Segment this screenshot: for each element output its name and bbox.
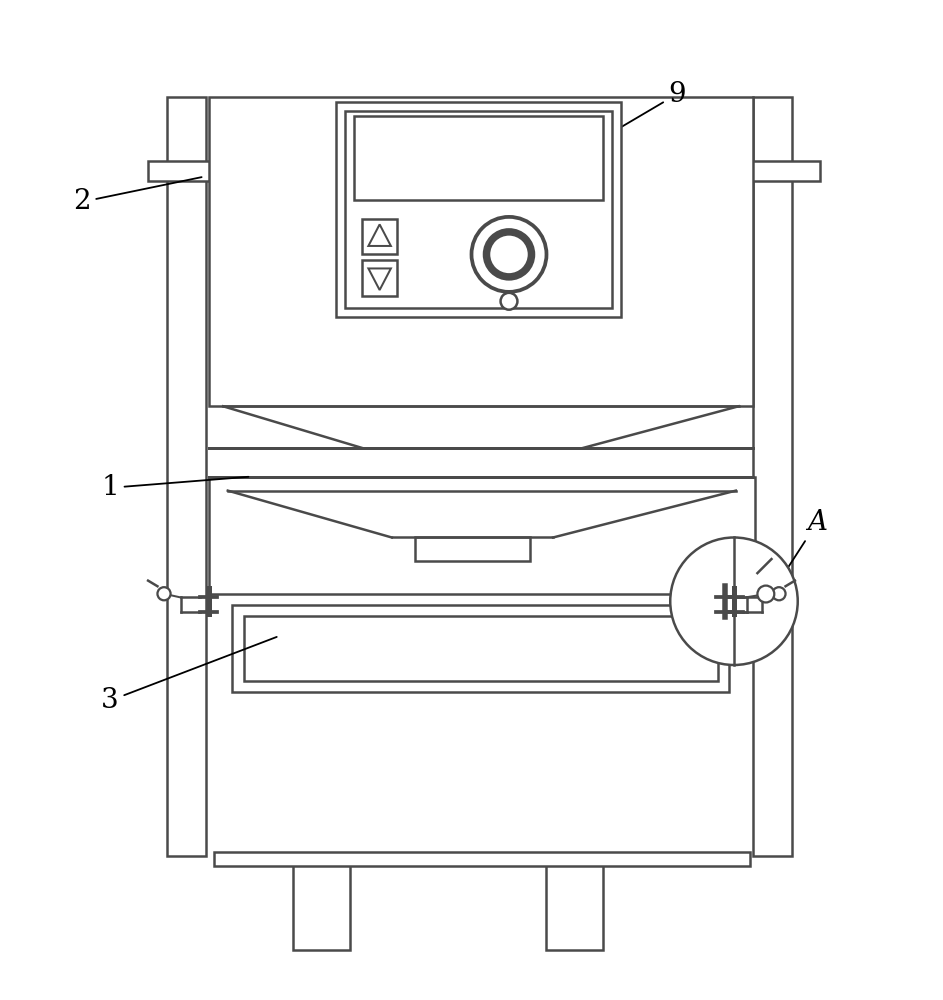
Bar	[167, 97, 207, 856]
Text: 2: 2	[74, 177, 202, 215]
Bar	[243, 616, 718, 681]
Bar	[293, 856, 350, 950]
Bar	[209, 477, 754, 594]
Bar	[345, 111, 612, 308]
Bar	[233, 605, 729, 692]
Text: A: A	[780, 509, 827, 580]
Text: 9: 9	[539, 81, 686, 175]
Bar	[753, 97, 792, 856]
Bar	[336, 102, 621, 317]
Bar	[362, 260, 397, 296]
Bar	[415, 537, 530, 561]
Bar	[148, 161, 225, 181]
Polygon shape	[369, 224, 391, 246]
Circle shape	[757, 586, 774, 602]
Bar	[362, 219, 397, 254]
Polygon shape	[369, 268, 391, 290]
Bar	[743, 161, 820, 181]
Circle shape	[670, 537, 798, 665]
Bar	[209, 97, 753, 406]
Circle shape	[157, 587, 171, 600]
Bar	[547, 856, 603, 950]
Text: 1: 1	[101, 474, 248, 501]
Bar	[214, 852, 750, 866]
Circle shape	[501, 293, 518, 310]
Circle shape	[487, 232, 532, 277]
Circle shape	[772, 587, 786, 600]
Bar	[355, 116, 603, 200]
Text: 3: 3	[101, 637, 276, 714]
Circle shape	[472, 217, 547, 292]
